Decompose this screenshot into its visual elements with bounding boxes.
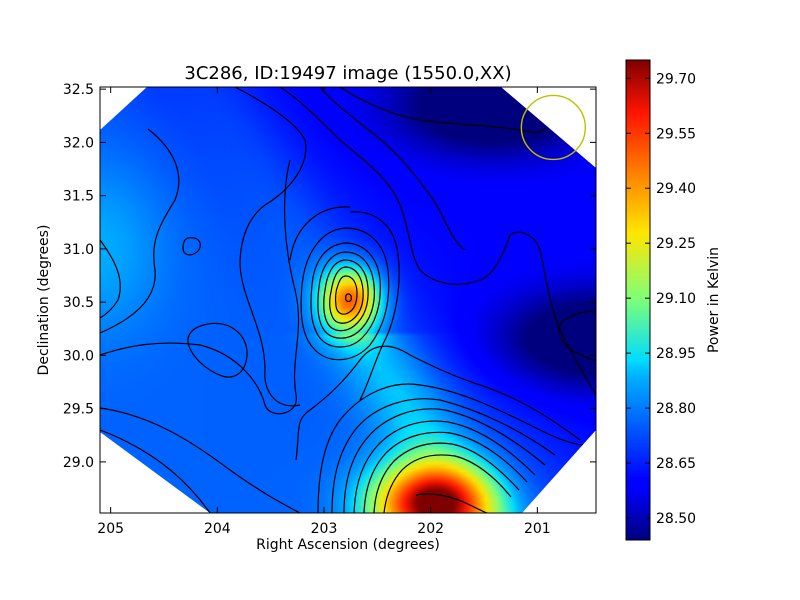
contour-line	[300, 227, 390, 361]
colorbar-label: Power in Kelvin	[706, 247, 722, 353]
y-tick-label: 31.0	[63, 242, 94, 258]
contour-line	[331, 398, 556, 513]
contour-line	[317, 383, 586, 513]
plot-frame	[99, 86, 597, 514]
heatmap	[100, 87, 596, 513]
colorbar-tick-label: 28.50	[656, 511, 696, 527]
colorbar-tick-label: 28.80	[656, 401, 696, 417]
y-axis-ticks: 29.0 29.5 30.0 30.5 31.0 31.5 32.0 32.5	[63, 82, 596, 471]
colorbar-tick-label: 29.25	[656, 236, 696, 252]
contour-line	[558, 310, 596, 362]
beam-circle-marker	[520, 94, 587, 161]
contour-line	[363, 431, 528, 513]
x-axis-ticks: 205 204 203 202 201	[97, 87, 551, 537]
contour-line	[335, 275, 358, 315]
contour-line	[373, 442, 520, 513]
contour-line	[353, 420, 536, 513]
y-tick-label: 32.5	[63, 82, 94, 98]
y-tick-label: 30.5	[63, 295, 94, 311]
colorbar	[625, 59, 651, 541]
contour-line	[339, 87, 546, 133]
contour-line	[343, 408, 546, 513]
colorbar-tick-label: 29.70	[656, 71, 696, 87]
contour-line	[383, 454, 512, 513]
contour-line	[187, 322, 248, 378]
contour-line	[323, 259, 369, 332]
chart-title: 3C286, ID:19497 image (1550.0,XX)	[184, 63, 511, 84]
y-tick-label: 31.5	[63, 189, 94, 205]
contour-line	[345, 293, 352, 303]
y-tick-label: 29.0	[63, 455, 94, 471]
x-axis-label: Right Ascension (degrees)	[256, 537, 440, 553]
y-axis-label: Declination (degrees)	[36, 225, 52, 376]
x-tick-label: 201	[524, 521, 551, 537]
x-tick-label: 202	[417, 521, 444, 537]
contour-line	[100, 128, 180, 334]
contour-line	[279, 87, 596, 396]
colorbar-tick-label: 29.10	[656, 291, 696, 307]
contour-line	[319, 87, 466, 251]
contour-line	[100, 429, 211, 513]
contour-line	[310, 242, 381, 348]
contour-line	[415, 493, 488, 513]
contour-line	[317, 251, 375, 339]
colorbar-tick-label: 29.55	[656, 126, 696, 142]
x-tick-label: 203	[311, 521, 338, 537]
contour-line	[289, 206, 351, 261]
contour-lines	[100, 87, 596, 513]
contour-line	[234, 87, 307, 407]
heatmap-image	[100, 87, 596, 513]
x-tick-label: 205	[97, 521, 124, 537]
colorbar-ticks: 28.50 28.65 28.80 28.95 29.10 29.25 29.40 29.55…	[626, 71, 696, 527]
contour-line	[295, 345, 581, 461]
contour-line	[100, 239, 121, 319]
y-tick-label: 29.5	[63, 402, 94, 418]
colorbar-tick-label: 29.40	[656, 181, 696, 197]
contour-line	[100, 407, 301, 513]
colorbar-tick-label: 28.65	[656, 456, 696, 472]
contour-line	[100, 159, 300, 415]
x-tick-label: 204	[204, 521, 231, 537]
colorbar-tick-label: 28.95	[656, 346, 696, 362]
contour-line	[329, 266, 364, 324]
y-tick-label: 32.0	[63, 135, 94, 151]
y-tick-label: 30.0	[63, 348, 94, 364]
contour-line	[349, 211, 400, 401]
contour-line	[182, 237, 201, 256]
